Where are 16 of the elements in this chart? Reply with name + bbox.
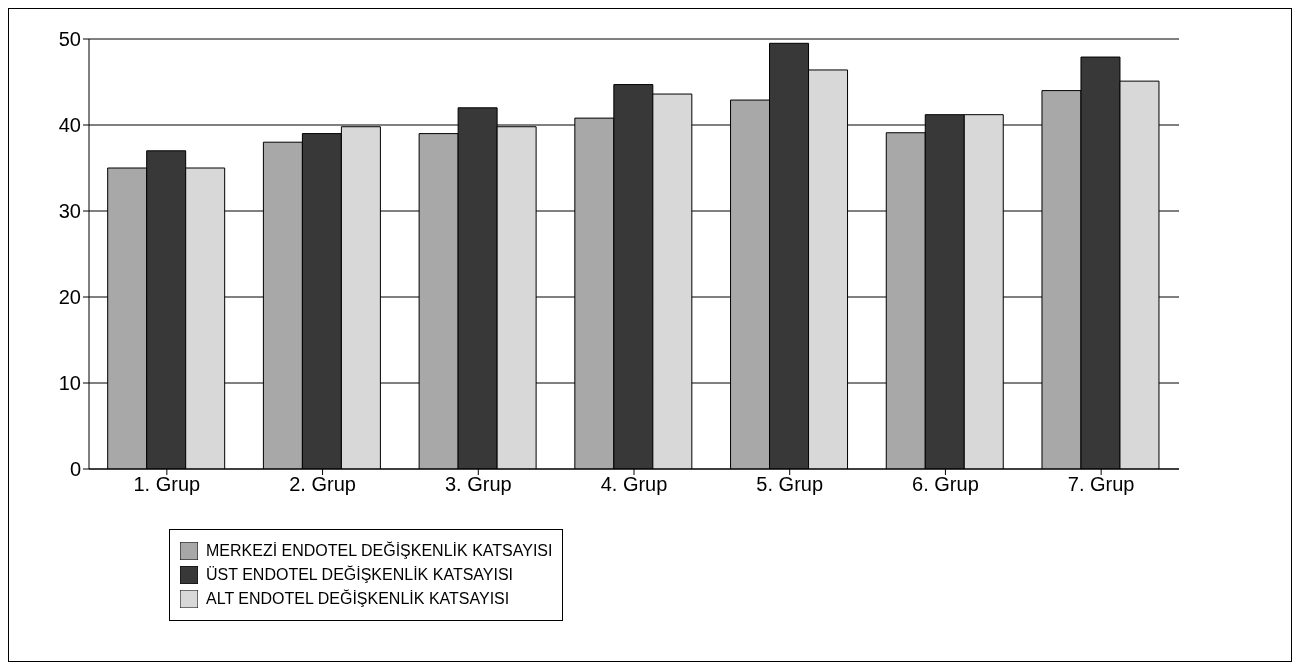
legend-label: MERKEZİ ENDOTEL DEĞİŞKENLİK KATSAYISI [206,542,553,560]
y-tick-label: 50 [58,28,81,51]
x-tick-label: 5. Grup [756,473,824,496]
x-tick-label: 2. Grup [289,473,356,496]
y-tick-label: 40 [58,114,81,137]
x-tick-label: 3. Grup [444,473,512,496]
x-tick-label: 6. Grup [912,473,979,496]
y-tick-label: 20 [58,286,81,309]
x-tick-label: 4. Grup [600,473,668,496]
y-tick-label: 30 [58,200,81,223]
legend-label: ÜST ENDOTEL DEĞİŞKENLİK KATSAYISI [206,566,514,584]
x-tick-label: 7. Grup [1067,473,1135,496]
legend-label: ALT ENDOTEL DEĞİŞKENLİK KATSAYISI [206,590,510,608]
y-tick-label: 0 [69,458,81,481]
y-tick-label: 10 [58,372,81,395]
x-tick-label: 1. Grup [133,473,201,496]
